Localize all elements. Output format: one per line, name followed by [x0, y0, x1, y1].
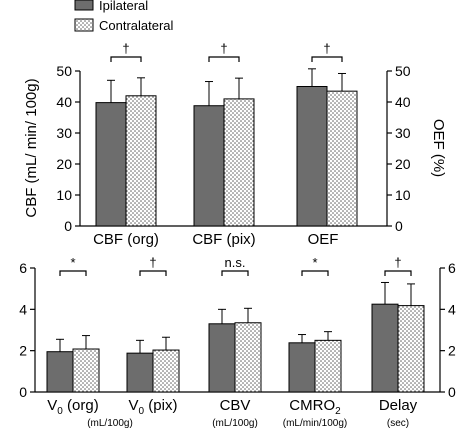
legend-label-contralateral: Contralateral: [99, 18, 174, 33]
bar-ipilateral: [126, 352, 154, 393]
bar-ipilateral: [296, 86, 328, 227]
top-significance: † † †: [110, 41, 343, 62]
top-left-ticks: 0 10 20 30 40 50: [56, 63, 80, 234]
top-chart: 0 10 20 30 40 50 0 10 20 30 40 50 CBF (org) CBF (pi…: [23, 41, 447, 248]
significance-marker: n.s.: [225, 255, 246, 270]
bar-contralateral: [72, 348, 100, 393]
top-category-label: CBF (org): [93, 231, 159, 248]
right-tick-label: 6: [448, 260, 456, 276]
top-right-ticks: 0 10 20 30 40 50: [387, 63, 411, 234]
bar-ipilateral: [371, 303, 399, 393]
left-tick-label: 0: [64, 218, 72, 234]
bar-contralateral: [234, 322, 262, 393]
top-ylabel-left: CBF (mL/ min/ 100g): [23, 78, 40, 217]
bottom-category-unit: (mL/100g): [87, 418, 133, 429]
bottom-bars: [46, 281, 425, 393]
bar-contralateral: [314, 339, 342, 393]
significance-marker: †: [394, 255, 401, 270]
top-category-label: CBF (pix): [192, 231, 255, 248]
left-tick-label: 50: [56, 63, 72, 79]
top-bars: CBF (org) CBF (pix) OEF: [93, 68, 358, 248]
significance-bracket: [110, 56, 142, 62]
significance-bracket: [208, 56, 240, 62]
significance-bracket: [301, 270, 329, 276]
bottom-category-label: CMRO2: [289, 397, 341, 417]
left-tick-label: 2: [19, 343, 27, 359]
bottom-category-unit: (mL/min/100g): [283, 418, 347, 429]
right-tick-label: 0: [448, 384, 456, 400]
right-tick-label: 50: [395, 63, 411, 79]
bar-ipilateral: [193, 105, 225, 227]
top-category-label: OEF: [308, 231, 339, 248]
left-tick-label: 40: [56, 94, 72, 110]
left-tick-label: 4: [19, 301, 27, 317]
bar-ipilateral: [208, 323, 236, 393]
bottom-right-ticks: 0 2 4 6: [440, 260, 456, 400]
significance-bracket: [221, 270, 249, 276]
bar-contralateral: [223, 98, 255, 227]
bar-contralateral: [397, 305, 425, 393]
left-tick-label: 20: [56, 156, 72, 172]
significance-bracket: [384, 270, 412, 276]
bar-ipilateral: [288, 342, 316, 393]
significance-marker: *: [70, 255, 75, 270]
legend-label-ipilateral: Ipilateral: [99, 0, 148, 13]
bottom-category-label: CBV: [220, 397, 251, 414]
significance-marker: †: [122, 41, 129, 56]
right-tick-label: 4: [448, 301, 456, 317]
bottom-category-label: Delay: [379, 397, 418, 414]
right-tick-label: 40: [395, 94, 411, 110]
right-tick-label: 10: [395, 187, 411, 203]
right-tick-label: 20: [395, 156, 411, 172]
bottom-category-unit: (sec): [387, 418, 409, 429]
bar-ipilateral: [46, 351, 74, 393]
bottom-category-unit: (mL/100g): [212, 418, 258, 429]
left-tick-label: 30: [56, 125, 72, 141]
significance-marker: †: [220, 41, 227, 56]
bar-contralateral: [326, 90, 358, 227]
bar-contralateral: [152, 349, 180, 393]
significance-marker: †: [149, 255, 156, 270]
right-tick-label: 2: [448, 343, 456, 359]
legend-swatch-ipilateral: [74, 0, 94, 11]
bottom-category-label: V0 (pix): [129, 397, 178, 417]
left-tick-label: 6: [19, 260, 27, 276]
bottom-category-label: V0 (org): [47, 397, 98, 417]
top-ylabel-right: OEF (%): [430, 119, 447, 177]
bottom-left-ticks: 0 2 4 6: [19, 260, 35, 400]
left-tick-label: 0: [19, 384, 27, 400]
bottom-category-labels: V0 (org)(mL/100g)V0 (pix) CBV(mL/100g)CMR…: [47, 397, 417, 429]
significance-marker: †: [323, 41, 330, 56]
right-tick-label: 0: [395, 218, 403, 234]
bar-contralateral: [125, 95, 157, 227]
significance-marker: *: [312, 255, 317, 270]
bar-ipilateral: [95, 102, 127, 227]
significance-bracket: [139, 270, 167, 276]
bottom-significance: * † n.s. * †: [59, 255, 412, 276]
significance-bracket: [311, 56, 343, 62]
legend-swatch-contralateral: [74, 18, 94, 32]
legend: Ipilateral Contralateral: [74, 0, 174, 33]
left-tick-label: 10: [56, 187, 72, 203]
right-tick-label: 30: [395, 125, 411, 141]
significance-bracket: [59, 270, 87, 276]
